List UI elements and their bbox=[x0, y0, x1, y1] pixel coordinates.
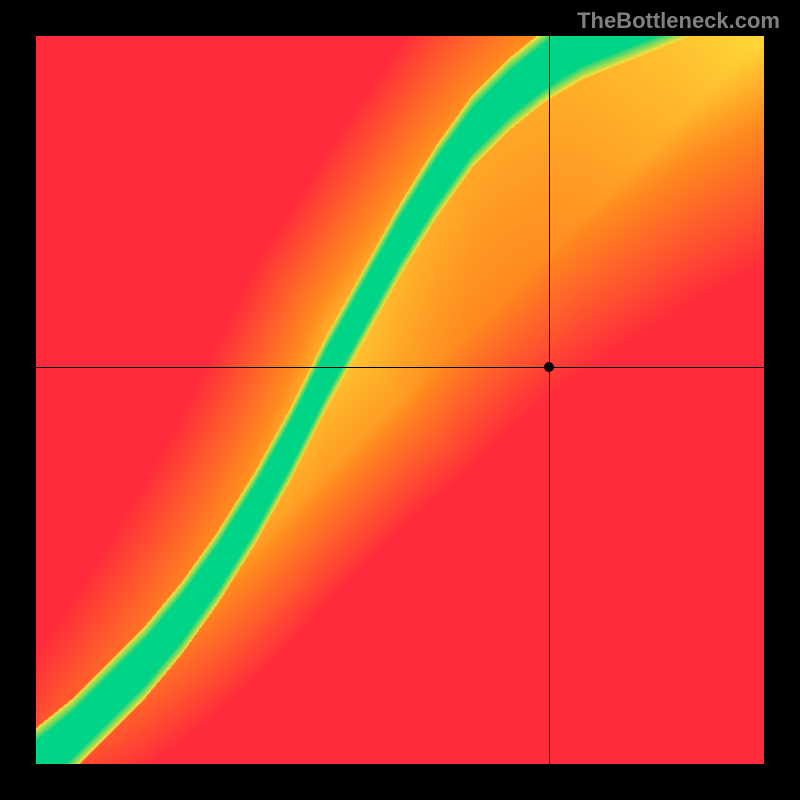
watermark-text: TheBottleneck.com bbox=[577, 8, 780, 34]
plot-area bbox=[36, 36, 764, 764]
crosshair-marker bbox=[544, 362, 554, 372]
crosshair-horizontal bbox=[36, 367, 764, 368]
crosshair-vertical bbox=[549, 36, 550, 764]
heatmap-canvas bbox=[36, 36, 764, 764]
chart-container: TheBottleneck.com bbox=[0, 0, 800, 800]
